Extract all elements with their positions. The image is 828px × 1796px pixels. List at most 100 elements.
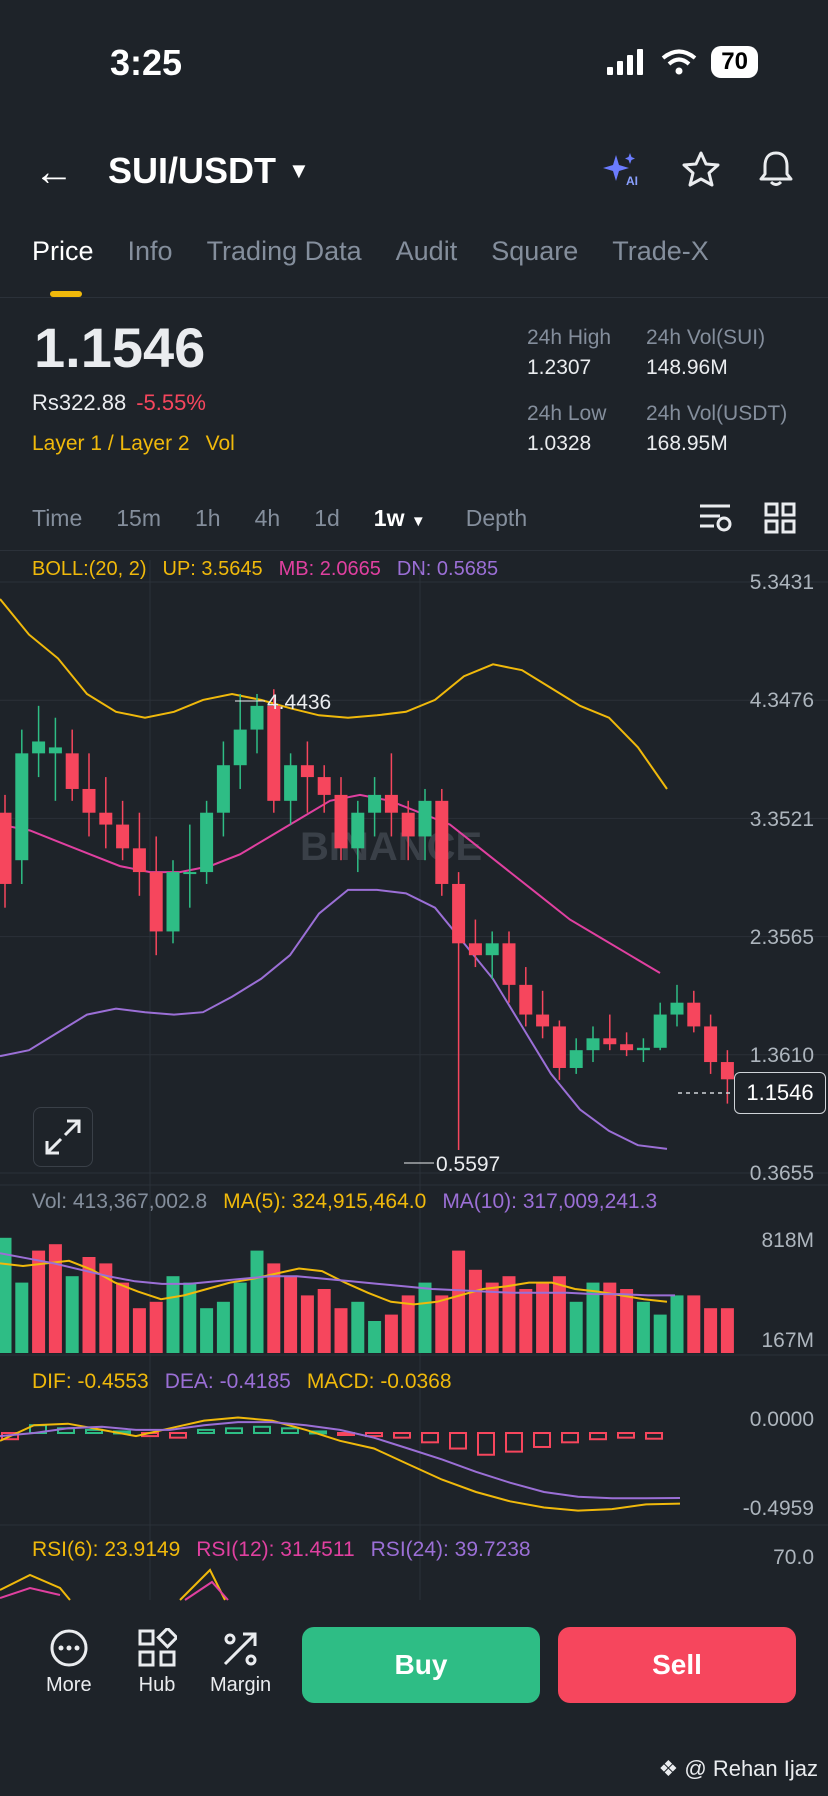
volume-bar	[99, 1263, 113, 1353]
tab-square[interactable]: Square	[491, 236, 579, 266]
macd-legend: DIF: -0.4553 DEA: -0.4185 MACD: -0.0368	[32, 1370, 452, 1394]
pair-selector[interactable]: SUI/USDT ▼	[108, 150, 310, 192]
hub-button[interactable]: Hub	[137, 1626, 179, 1697]
tab-price[interactable]: Price	[32, 236, 94, 297]
volume-bar	[670, 1295, 684, 1353]
candle-body	[250, 705, 264, 730]
hub-icon	[138, 1626, 179, 1667]
rsi-panel	[0, 1568, 229, 1601]
chart-settings-icon[interactable]	[698, 502, 732, 534]
interval-time[interactable]: Time	[32, 505, 83, 531]
volume-bar	[116, 1282, 130, 1353]
boll-up-line	[0, 598, 668, 790]
candle-body	[569, 1050, 583, 1068]
tab-trade-x[interactable]: Trade-X	[612, 236, 709, 266]
interval-divider	[0, 550, 828, 551]
pair-name: SUI/USDT	[108, 150, 277, 191]
back-arrow-icon[interactable]: ←	[34, 150, 74, 194]
more-button[interactable]: More	[46, 1628, 92, 1697]
tag-layer[interactable]: Layer 1 / Layer 2	[32, 432, 190, 455]
wifi-icon	[662, 49, 697, 75]
price-axis-label: 5.3431	[749, 571, 814, 594]
tab-audit[interactable]: Audit	[395, 236, 458, 266]
stat-24h-vol-sui: 24h Vol(SUI) 148.96M	[646, 326, 765, 380]
tab-info[interactable]: Info	[127, 236, 173, 266]
candle-body	[233, 729, 247, 766]
ai-sparkle-icon[interactable]: AI	[602, 151, 644, 187]
bollinger-lines	[0, 598, 668, 1150]
volume-ma5: MA(5): 324,915,464.0	[223, 1190, 427, 1213]
high-marker: 4.4436	[267, 691, 331, 714]
candle-body	[720, 1062, 734, 1080]
interval-depth[interactable]: Depth	[465, 505, 528, 531]
volume-bar	[468, 1269, 482, 1353]
candle-body	[687, 1002, 701, 1027]
price-axis-label: 3.3521	[749, 808, 814, 831]
volume-bar	[720, 1308, 734, 1353]
interval-1h[interactable]: 1h	[195, 505, 221, 531]
volume-bar	[586, 1282, 600, 1353]
kline-chart[interactable]: BINANCE 4.4436 0.5597	[0, 550, 828, 1620]
volume-legend: Vol: 413,367,002.8 MA(5): 324,915,464.0 …	[32, 1190, 657, 1214]
candle-body	[704, 1026, 718, 1063]
interval-1w[interactable]: 1w ▼	[374, 505, 426, 532]
bell-icon[interactable]	[758, 150, 794, 188]
tag-vol[interactable]: Vol	[205, 432, 235, 455]
tab-trading-data[interactable]: Trading Data	[206, 236, 362, 266]
candle-body	[183, 872, 197, 875]
margin-button[interactable]: Margin	[210, 1628, 271, 1697]
fiat-price: Rs322.88	[32, 390, 127, 415]
macd-histogram-bar	[449, 1432, 467, 1450]
candle-body	[485, 943, 499, 956]
boll-label: BOLL:(20, 2)	[32, 558, 147, 580]
last-price-tag[interactable]: 1.1546	[734, 1072, 826, 1114]
stat-24h-vol-usdt: 24h Vol(USDT) 168.95M	[646, 402, 787, 456]
volume-bar	[300, 1295, 314, 1353]
battery-indicator: 70	[711, 46, 758, 78]
macd-axis-bottom: -0.4959	[742, 1497, 814, 1520]
candle-body	[82, 788, 96, 813]
credit: ❖ @ Rehan Ijaz	[659, 1756, 818, 1782]
stat-label: 24h Vol(SUI)	[646, 326, 766, 349]
interval-15m[interactable]: 15m	[116, 505, 162, 531]
buy-button[interactable]: Buy	[302, 1627, 540, 1703]
stat-label: 24h Low	[527, 402, 607, 425]
volume-bar	[653, 1314, 667, 1353]
volume-bar	[233, 1282, 247, 1353]
price-axis-label: 4.3476	[749, 689, 814, 712]
candle-body	[418, 800, 432, 837]
candle-body	[351, 812, 365, 849]
volume-bar	[267, 1263, 281, 1353]
candle-body	[284, 765, 298, 801]
chart-grid	[0, 560, 828, 1600]
macd-axis-top: 0.0000	[749, 1408, 814, 1431]
macd-histogram-bar	[85, 1428, 103, 1434]
section-tabs: Price Info Trading Data Audit Square Tra…	[32, 236, 709, 297]
grid-layout-icon[interactable]	[764, 502, 796, 534]
star-icon[interactable]	[682, 151, 720, 187]
pair-header: ← SUI/USDT ▼ AI	[0, 140, 828, 200]
macd-dif-line	[0, 1416, 681, 1512]
rsi-6-line	[0, 1573, 71, 1601]
sell-button[interactable]: Sell	[558, 1627, 796, 1703]
macd-histogram-bar	[253, 1425, 271, 1434]
fullscreen-button[interactable]	[33, 1107, 93, 1167]
candle-body	[586, 1038, 600, 1051]
interval-4h[interactable]: 4h	[254, 505, 281, 531]
volume-bar	[334, 1308, 348, 1353]
rsi-12-line	[0, 1586, 61, 1599]
macd-histogram-bar	[505, 1432, 523, 1453]
candle-body	[48, 747, 62, 754]
more-label: More	[46, 1674, 92, 1696]
macd-histogram-bar	[533, 1432, 551, 1448]
stat-24h-high: 24h High 1.2307	[527, 326, 611, 380]
volume-bar	[183, 1282, 197, 1353]
tabs-divider	[0, 297, 828, 298]
volume-bar	[636, 1301, 650, 1353]
interval-1d[interactable]: 1d	[314, 505, 340, 531]
macd-dif: DIF: -0.4553	[32, 1370, 149, 1393]
signal-icon	[607, 49, 644, 75]
interval-1w-label: 1w	[373, 505, 405, 531]
macd-value: MACD: -0.0368	[306, 1370, 452, 1393]
volume-bar	[132, 1308, 146, 1353]
